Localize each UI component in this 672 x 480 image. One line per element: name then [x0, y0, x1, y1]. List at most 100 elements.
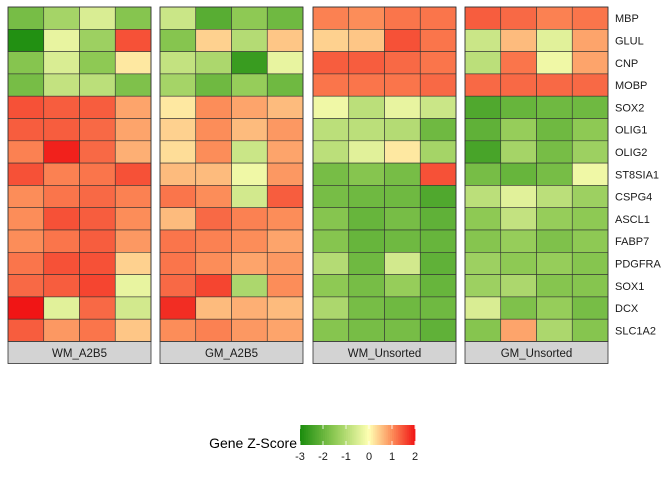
heatmap-cell — [384, 318, 421, 342]
heatmap-cell — [159, 296, 197, 320]
legend-gradient-step — [384, 425, 387, 445]
heatmap-cell — [159, 118, 197, 142]
heatmap-cell — [464, 185, 502, 208]
heatmap-cell — [312, 274, 350, 298]
heatmap-cell — [195, 318, 232, 342]
legend-gradient-step — [344, 425, 347, 445]
heatmap-cell — [79, 274, 116, 298]
heatmap-cell — [114, 95, 152, 119]
legend-gradient-step — [351, 425, 355, 445]
legend-gradient-step — [390, 425, 393, 445]
legend-gradient-step — [361, 425, 364, 445]
heatmap-cell — [384, 118, 421, 142]
heatmap-cell — [464, 318, 502, 342]
heatmap-cell — [7, 73, 45, 97]
heatmap-cell — [79, 118, 116, 142]
heatmap-cell — [348, 252, 385, 275]
heatmap-cell — [464, 296, 502, 320]
heatmap-cell — [312, 28, 350, 52]
heatmap-cell — [231, 318, 268, 342]
heatmap-cell — [536, 118, 573, 142]
legend-tick-label: 2 — [412, 451, 418, 463]
heatmap-cell — [43, 207, 80, 231]
heatmap-cell — [159, 274, 197, 298]
legend-gradient-step — [376, 425, 379, 445]
heatmap-cell — [79, 95, 116, 119]
heatmap-cell — [266, 162, 304, 186]
heatmap-cell — [7, 252, 45, 275]
panel-wm-a2b5: WM_A2B5 — [7, 6, 152, 364]
heatmap-cell — [266, 185, 304, 208]
legend-gradient-step — [309, 425, 312, 445]
heatmap-cell — [500, 252, 537, 275]
heatmap-cell — [195, 296, 232, 320]
heatmap-cell — [571, 318, 609, 342]
heatmap-cell — [7, 318, 45, 342]
legend-gradient-step — [349, 425, 353, 445]
heatmap-cell — [43, 318, 80, 342]
legend-gradient-step — [330, 425, 333, 445]
heatmap-cell — [43, 73, 80, 97]
heatmap-cell — [231, 6, 268, 30]
heatmap-cell — [536, 229, 573, 253]
heatmap-cell — [231, 207, 268, 231]
heatmap-cell — [571, 185, 609, 208]
gene-label: MBP — [615, 13, 639, 25]
heatmap-cell — [114, 185, 152, 208]
heatmap-cell — [159, 252, 197, 275]
legend-gradient-step — [311, 425, 314, 445]
heatmap-cell — [7, 140, 45, 164]
heatmap-cell — [348, 140, 385, 164]
heatmap-cell — [43, 274, 80, 298]
heatmap-cell — [384, 274, 421, 298]
heatmap-cell — [195, 73, 232, 97]
heatmap-cell — [348, 296, 385, 320]
heatmap-cell — [114, 274, 152, 298]
heatmap-cell — [419, 140, 457, 164]
heatmap-cell — [312, 6, 350, 30]
heatmap-cell — [7, 162, 45, 186]
heatmap-cell — [7, 51, 45, 75]
legend-tick-label: 1 — [389, 451, 395, 463]
legend-gradient-step — [317, 425, 320, 445]
heatmap-cell — [536, 6, 573, 30]
color-legend: Gene Z-Score -3 -2 -1 0 1 2 — [209, 425, 418, 463]
heatmap-cell — [571, 6, 609, 30]
panel-strip — [464, 341, 609, 364]
heatmap-cell — [266, 207, 304, 231]
heatmap-cell — [231, 95, 268, 119]
heatmap-cell — [536, 73, 573, 97]
heatmap-cell — [348, 73, 385, 97]
heatmap-cell — [114, 318, 152, 342]
gene-label: ST8SIA1 — [615, 169, 659, 181]
heatmap-cell — [43, 185, 80, 208]
heatmap-cell — [312, 229, 350, 253]
gene-label: FABP7 — [615, 236, 649, 248]
heatmap-cell — [419, 318, 457, 342]
heatmap-cell — [159, 6, 197, 30]
legend-gradient-step — [411, 425, 414, 445]
heatmap-cell — [79, 73, 116, 97]
heatmap-cell — [7, 95, 45, 119]
heatmap-cell — [464, 252, 502, 275]
legend-gradient-step — [334, 425, 337, 445]
heatmap-panels: WM_A2B5 GM_A2B5 WM_Unsorted GM_Unsorted — [7, 6, 609, 364]
heatmap-cell — [114, 162, 152, 186]
gene-labels: MBP GLUL CNP MOBP SOX2 OLIG1 OLIG2 ST8SIA1 CSPG4… — [615, 13, 662, 337]
heatmap-cell — [114, 252, 152, 275]
heatmap-cell — [7, 229, 45, 253]
heatmap-cell — [266, 73, 304, 97]
heatmap-cell — [419, 162, 457, 186]
legend-gradient-step — [328, 425, 332, 445]
heatmap-cell — [114, 28, 152, 52]
legend-gradient-step — [353, 425, 356, 445]
heatmap-cell — [348, 162, 385, 186]
heatmap-cell — [384, 162, 421, 186]
heatmap-cell — [312, 252, 350, 275]
legend-gradient-step — [323, 425, 326, 445]
heatmap-cell — [464, 6, 502, 30]
heatmap-cell — [312, 318, 350, 342]
gene-label: CNP — [615, 58, 638, 70]
heatmap-cell — [500, 185, 537, 208]
heatmap-cell — [464, 274, 502, 298]
